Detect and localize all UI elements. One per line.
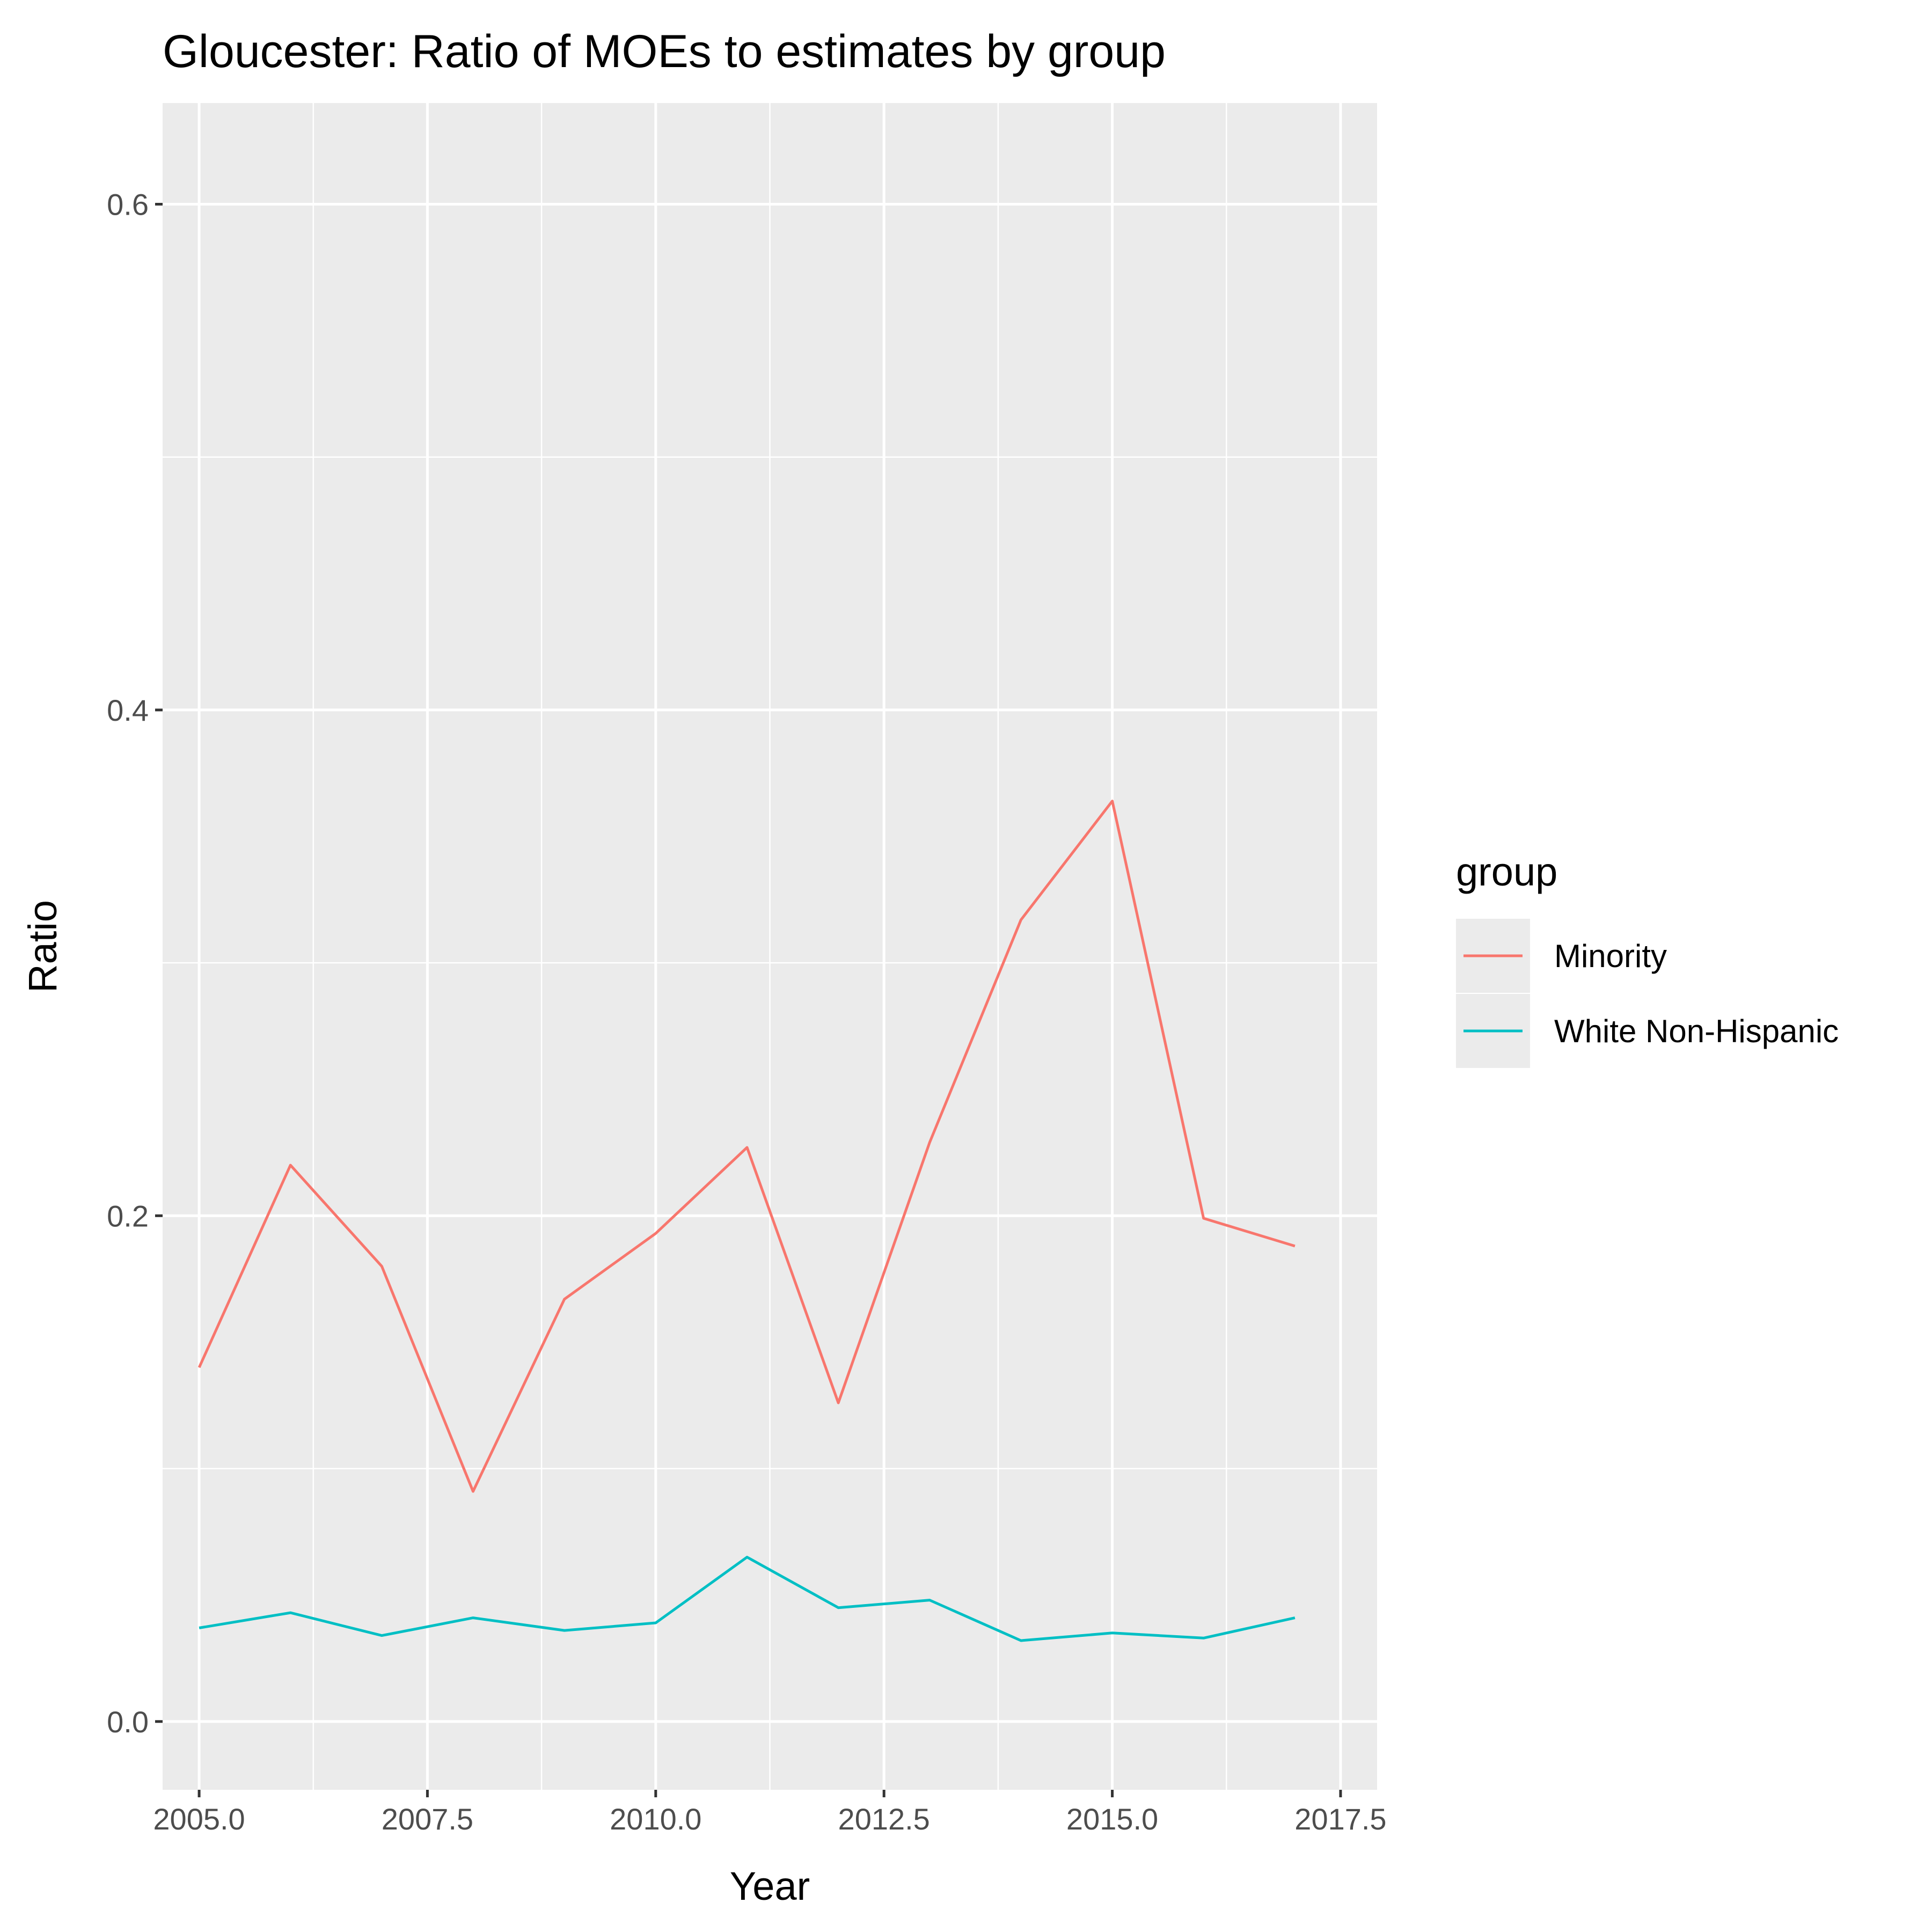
y-tick-label: 0.4	[107, 693, 149, 727]
chart-title: Gloucester: Ratio of MOEs to estimates b…	[163, 26, 1166, 77]
series-line-white-non-hispanic	[199, 1556, 1296, 1642]
x-tick-label: 2012.5	[838, 1802, 930, 1836]
x-axis-title: Year	[730, 1864, 810, 1908]
y-tick-label: 0.6	[107, 187, 149, 221]
y-tick-label: 0.2	[107, 1199, 149, 1233]
y-tick-label: 0.0	[107, 1705, 149, 1739]
minor-gridlines	[163, 103, 1377, 1790]
x-tick-label: 2007.5	[382, 1802, 473, 1836]
legend: group Minority White Non-Hispanic	[1456, 850, 1839, 1068]
y-axis: 0.0 0.2 0.4 0.6	[107, 187, 163, 1739]
legend-label: White Non-Hispanic	[1554, 1013, 1839, 1049]
series-lines	[197, 800, 1296, 1642]
x-tick-label: 2015.0	[1066, 1802, 1158, 1836]
x-tick-label: 2010.0	[610, 1802, 701, 1836]
x-axis: 2005.0 2007.5 2010.0 2012.5 2015.0 2017.5	[153, 1790, 1387, 1836]
legend-label: Minority	[1554, 938, 1667, 974]
y-axis-title: Ratio	[20, 900, 65, 993]
series-line-minority	[197, 800, 1296, 1493]
x-tick-label: 2005.0	[153, 1802, 245, 1836]
major-gridlines	[163, 103, 1377, 1790]
x-tick-label: 2017.5	[1294, 1802, 1386, 1836]
legend-title: group	[1456, 850, 1557, 894]
